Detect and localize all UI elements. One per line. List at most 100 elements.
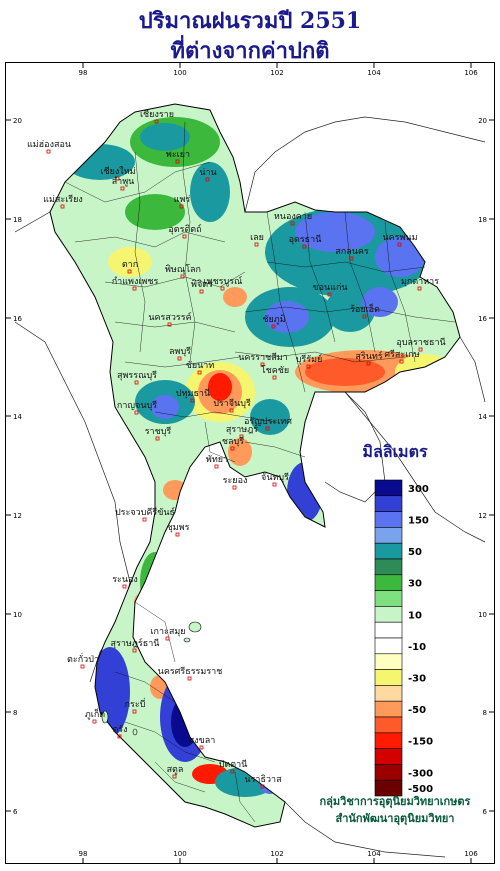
station-marker — [220, 286, 225, 291]
place-label: ตรัง — [112, 725, 127, 735]
legend-label: 30 — [408, 579, 422, 590]
legend-swatch — [374, 511, 403, 528]
station-marker — [230, 769, 235, 774]
place-label: อรัญประเทศ — [244, 417, 292, 427]
station-marker — [142, 517, 147, 522]
left-tick-label: 14 — [13, 413, 22, 421]
station-marker — [134, 410, 139, 415]
top-tick-label: 98 — [79, 69, 88, 77]
legend-swatch — [374, 558, 403, 576]
place-label: อุตรดิตถ์ — [168, 223, 201, 235]
right-tick-label: 18 — [478, 216, 487, 224]
station-marker — [179, 204, 184, 209]
station-marker — [272, 375, 277, 380]
station-marker — [180, 274, 185, 279]
place-label: เลย — [250, 233, 264, 243]
right-tick-label: 14 — [478, 413, 487, 421]
bottom-tick-label: 104 — [367, 850, 381, 858]
station-marker — [197, 370, 202, 375]
station-marker — [154, 119, 159, 124]
legend-swatch — [374, 700, 403, 718]
right-tick-label: 10 — [478, 611, 487, 619]
place-label: ชุมพร — [167, 523, 190, 533]
legend-swatch — [374, 621, 403, 639]
place-label: ประจวบคีรีขันธ์ — [115, 506, 175, 518]
station-marker — [46, 149, 51, 154]
map-title: ปริมาณฝนรวมปี 2551 — [138, 8, 362, 34]
place-label: ราชบุรี — [145, 426, 172, 437]
place-label: ตะกั่วป่า — [67, 652, 99, 665]
left-tick-label: 12 — [13, 512, 22, 520]
place-label: พิจิตร — [191, 279, 213, 290]
station-marker — [132, 709, 137, 714]
station-marker — [362, 314, 367, 319]
thailand-outline — [49, 103, 461, 828]
place-label: พิษณุโลก — [165, 264, 201, 275]
place-label: เชียงราย — [140, 109, 174, 120]
station-marker — [349, 256, 354, 261]
station-marker — [199, 745, 204, 750]
legend-swatch — [374, 574, 403, 591]
station-marker — [187, 676, 192, 681]
right-tick-label: 6 — [483, 808, 488, 816]
station-marker — [132, 286, 137, 291]
place-label: น่าน — [199, 168, 216, 178]
station-marker — [175, 532, 180, 537]
bottom-tick-label: 106 — [464, 850, 478, 858]
legend-label: -500 — [408, 784, 433, 795]
place-label: ปทุมธานี — [176, 388, 210, 399]
station-marker — [239, 434, 244, 439]
left-tick-label: 10 — [13, 611, 22, 619]
place-label: ตาก — [122, 260, 138, 270]
top-tick-label: 106 — [464, 69, 478, 77]
legend-swatch — [374, 669, 403, 686]
place-label: ระยอง — [223, 476, 248, 486]
place-label: เกาะสมุย — [150, 627, 185, 637]
place-label: ปัตตานี — [219, 759, 248, 770]
place-label: แพร่ — [174, 195, 191, 205]
station-marker — [327, 292, 332, 297]
map-frame: เชียงราย แม่ฮ่องสอน พะเยา เชียงใหม่ น่าน ลำพู… — [5, 62, 495, 864]
station-marker — [265, 426, 270, 431]
station-marker — [232, 485, 237, 490]
station-marker — [115, 176, 120, 181]
station-marker — [120, 186, 125, 191]
place-label: อุบลราชธานี — [396, 337, 445, 348]
station-marker — [306, 364, 311, 369]
left-tick-label: 6 — [13, 808, 18, 816]
legend-swatch — [374, 779, 403, 797]
station-marker — [165, 636, 170, 641]
station-marker — [417, 286, 422, 291]
station-marker — [60, 204, 65, 209]
station-marker — [272, 482, 277, 487]
place-label: ปราจีนบุรี — [213, 398, 251, 409]
legend: มิลลิเมตร 300 150 50 30 10 -10 -30 -50 -150 -300 -… — [362, 442, 433, 797]
legend-label: -10 — [408, 642, 426, 653]
bottom-tick-label: 98 — [79, 850, 88, 858]
bottom-tick-label: 100 — [173, 850, 186, 858]
province-boundaries — [64, 121, 456, 823]
islands — [101, 621, 202, 736]
station-marker — [418, 347, 423, 352]
legend-swatch — [374, 542, 403, 560]
right-tick-label: 12 — [478, 512, 487, 520]
place-label: สุราษฎร์ธานี — [111, 637, 160, 649]
station-marker — [167, 322, 172, 327]
station-marker — [182, 234, 187, 239]
legend-swatch — [374, 732, 403, 749]
legend-swatch — [374, 637, 403, 655]
place-label: มุกดาหาร — [401, 277, 439, 287]
place-label: สงขลา — [189, 736, 216, 746]
station-marker — [175, 159, 180, 164]
station-marker — [214, 464, 219, 469]
place-label: นครพนม — [382, 233, 417, 243]
station-marker — [399, 359, 404, 364]
place-label: ขอนแก่น — [312, 283, 347, 293]
place-label: ระนอง — [112, 575, 138, 585]
place-label: นครสวรรค์ — [148, 311, 191, 323]
place-label: ลพบุรี — [169, 346, 191, 357]
place-label: สตูล — [167, 765, 184, 775]
legend-color-scale: 300 150 50 30 10 -10 -30 -50 -150 -300 -500 — [374, 479, 433, 797]
place-label: อุดรธานี — [289, 234, 322, 245]
